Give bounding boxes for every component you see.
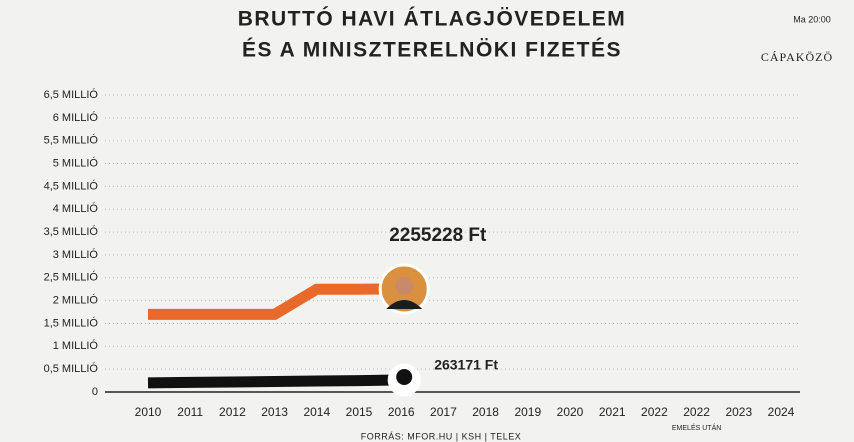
y-tick-label: 1 MILLIÓ [53, 339, 99, 352]
x-tick-label: 2011 [177, 405, 203, 419]
y-tick-label: 1,5 MILLIÓ [44, 316, 99, 329]
x-tick-label: 2020 [557, 405, 584, 419]
x-tick-note: EMELÉS UTÁN [672, 423, 721, 432]
x-tick-label: 2015 [346, 405, 373, 419]
series-line [148, 283, 402, 320]
badge-brand: CÁPAKÖZÖ [761, 50, 833, 64]
avatar-head [396, 368, 413, 385]
y-tick-label: 5 MILLIÓ [53, 156, 99, 169]
x-tick-label: 2013 [261, 405, 288, 419]
value-label: 2255228 Ft [389, 225, 487, 246]
x-tick-label: 2022 [641, 405, 668, 419]
source: FORRÁS: MFOR.HU | KSH | TELEX [361, 431, 522, 441]
value-label: 263171 Ft [434, 357, 498, 373]
x-tick-label: 2022 [683, 405, 710, 419]
y-tick-label: 3,5 MILLIÓ [44, 225, 99, 238]
x-tick-label: 2019 [514, 405, 541, 419]
avatar-head [395, 276, 414, 295]
x-tick-label: 2014 [303, 405, 330, 419]
y-tick-label: 0 [92, 386, 98, 398]
chart-title: BRUTTÓ HAVI ÁTLAGJÖVEDELEM [238, 7, 627, 31]
x-tick-label: 2021 [599, 405, 626, 419]
series-line [147, 374, 402, 389]
y-tick-label: 5,5 MILLIÓ [44, 134, 99, 147]
y-tick-label: 4 MILLIÓ [53, 202, 99, 215]
x-tick-label: 2010 [135, 405, 162, 419]
x-tick-label: 2017 [430, 405, 457, 419]
y-tick-label: 0,5 MILLIÓ [44, 362, 99, 375]
avatar-suit [386, 299, 423, 309]
y-tick-label: 2,5 MILLIÓ [44, 271, 99, 284]
x-tick-label: 2016 [388, 405, 415, 419]
y-tick-label: 6 MILLIÓ [53, 111, 99, 124]
x-tick-label: 2023 [725, 405, 752, 419]
y-tick-label: 6,5 MILLIÓ [44, 88, 99, 101]
x-tick-label: 2018 [472, 405, 499, 419]
chart-title: ÉS A MINISZTERELNÖKI FIZETÉS [242, 39, 622, 62]
x-tick-label: 2012 [219, 405, 246, 419]
badge-time: Ma 20:00 [793, 14, 831, 24]
y-tick-label: 2 MILLIÓ [53, 294, 99, 307]
x-tick-label: 2024 [768, 405, 795, 419]
y-tick-label: 4,5 MILLIÓ [44, 179, 99, 192]
y-tick-label: 3 MILLIÓ [53, 248, 99, 261]
